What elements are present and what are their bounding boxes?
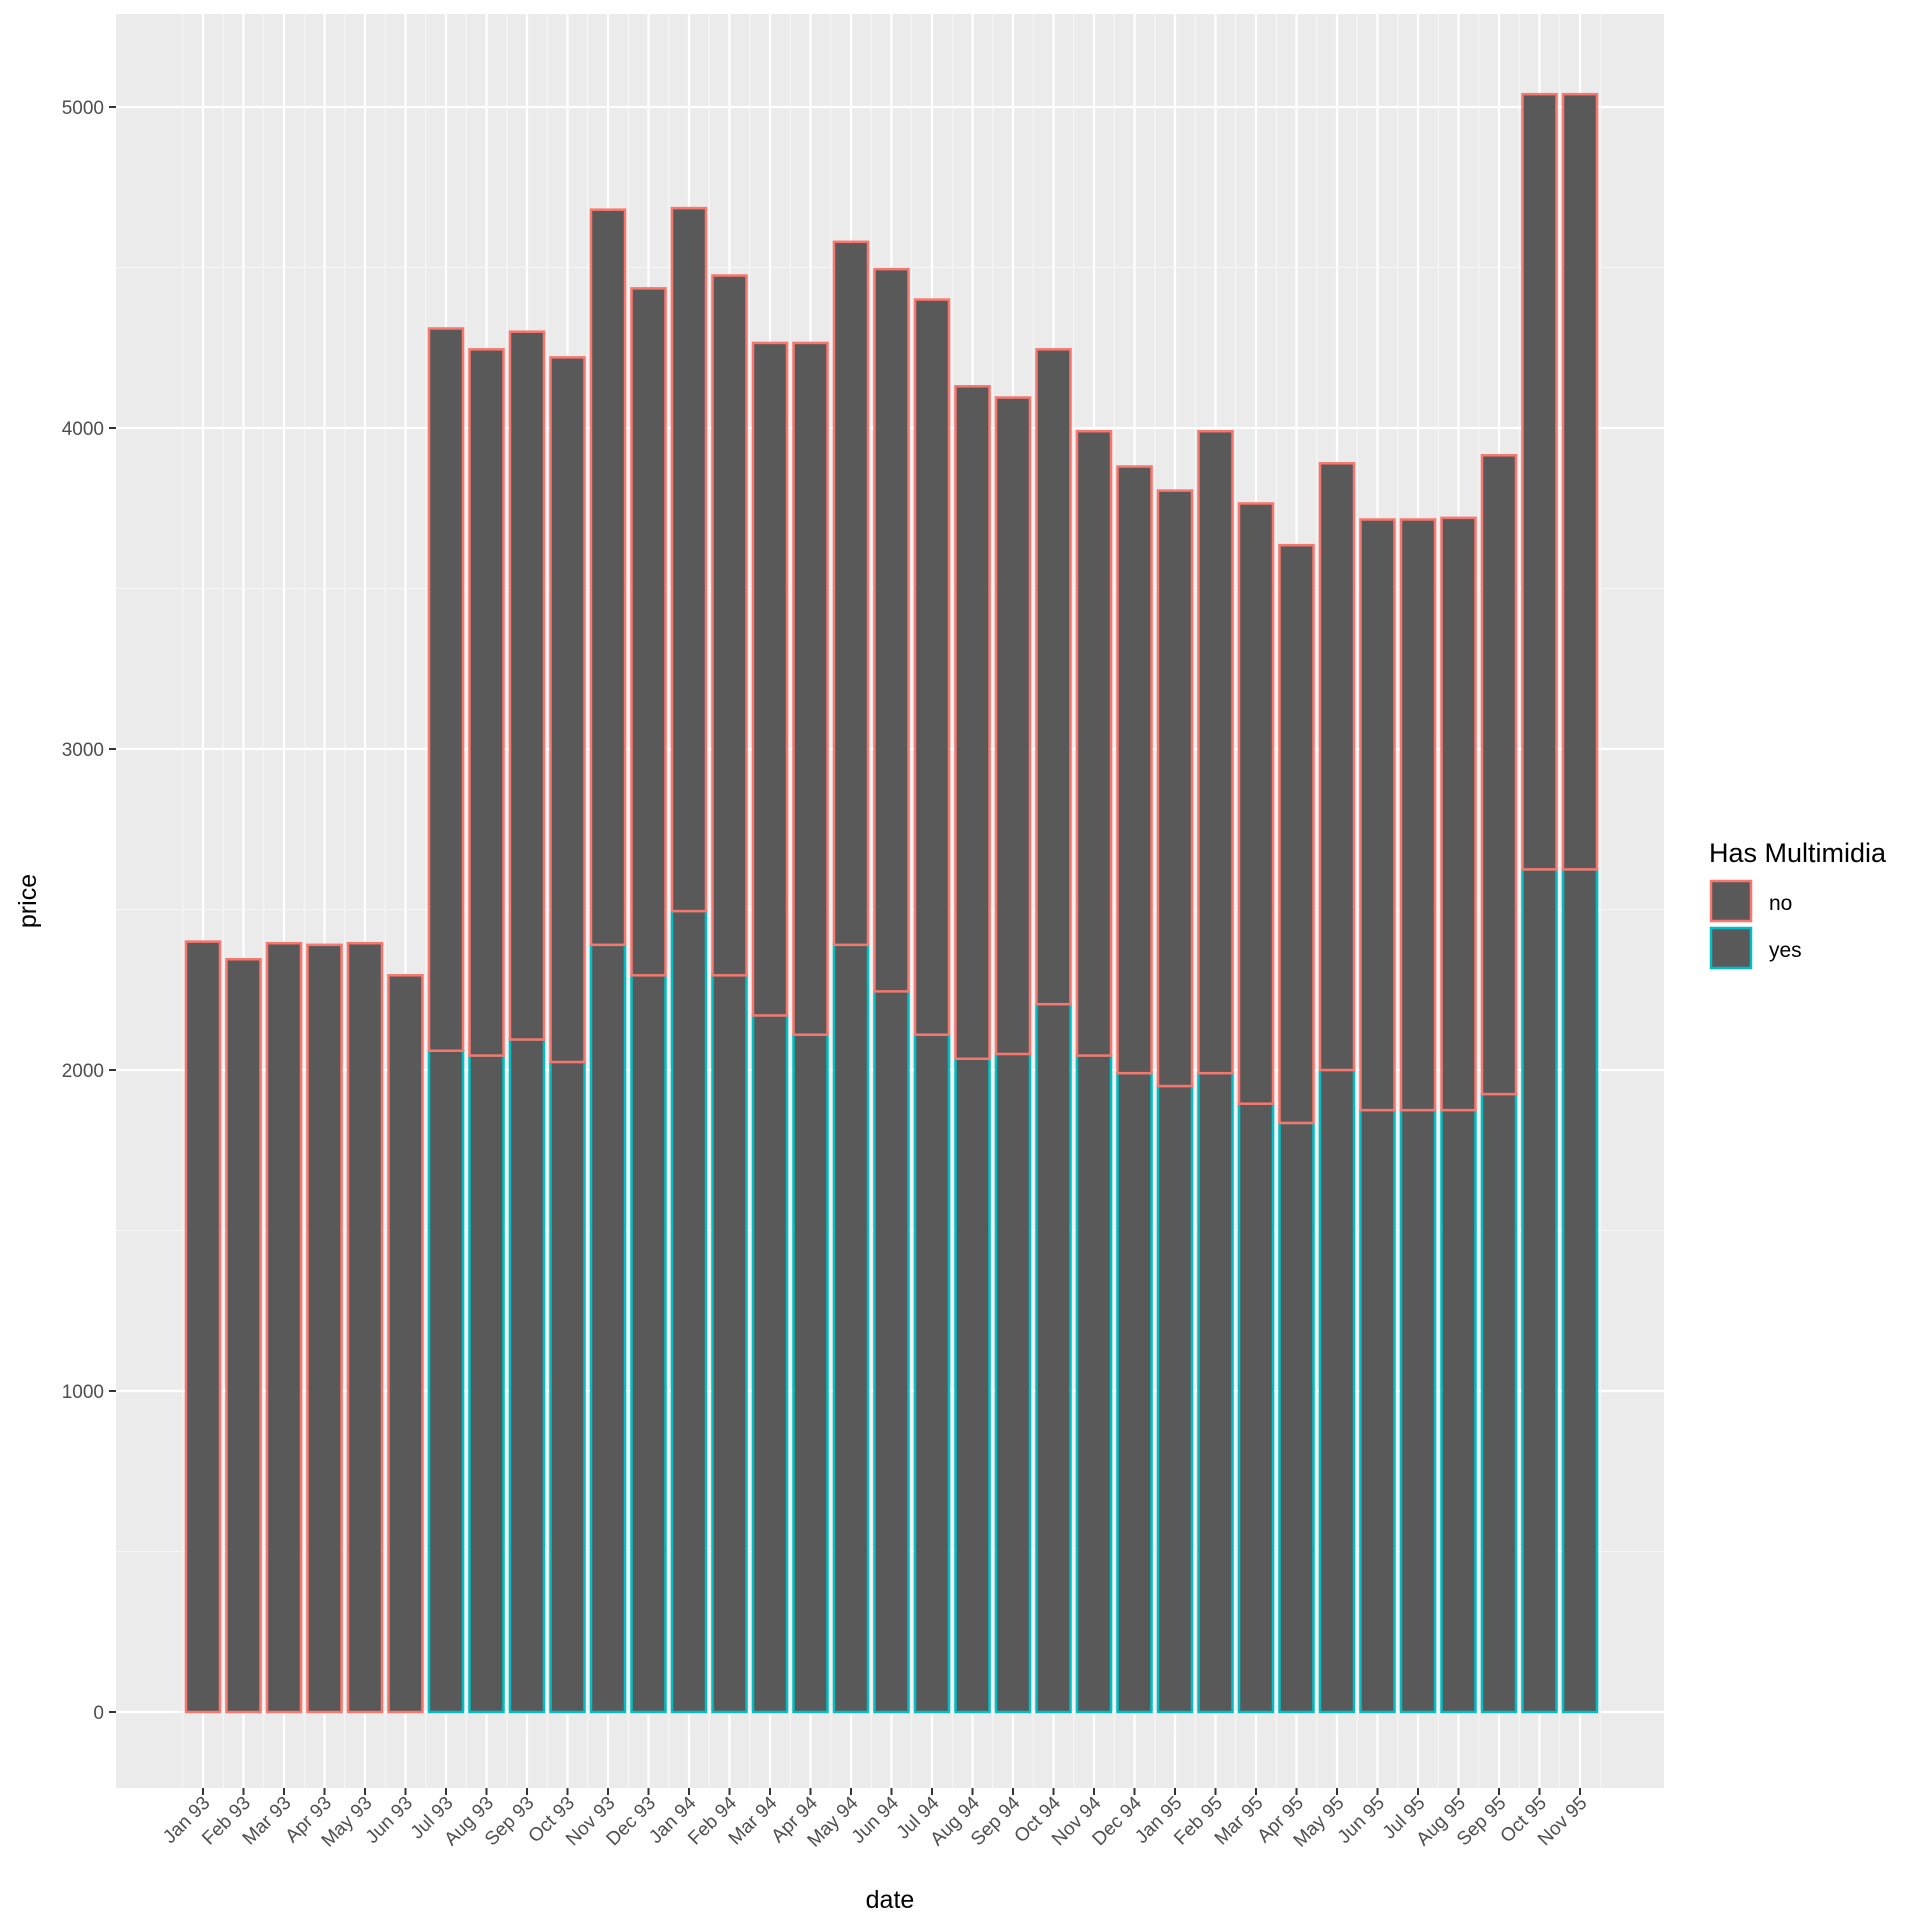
bar-yes — [549, 1060, 586, 1714]
bar-yes — [1359, 1108, 1396, 1714]
legend-label-yes: yes — [1769, 939, 1802, 962]
bar-yes — [1399, 1108, 1437, 1714]
y-tick-label: 0 — [93, 1703, 104, 1724]
bar-yes — [1237, 1102, 1275, 1714]
bar-yes — [468, 1054, 505, 1714]
bar-yes — [1075, 1054, 1113, 1714]
bar-no — [711, 274, 748, 977]
bar-no — [468, 348, 505, 1057]
bar-no — [387, 974, 424, 1714]
bar-no — [1480, 454, 1518, 1096]
bar-no — [184, 940, 222, 1714]
x-tick-label: Jun 95 — [1334, 1793, 1389, 1848]
legend-key-yes — [1709, 926, 1753, 970]
bar-no — [1359, 518, 1396, 1112]
y-axis: 0 1000 2000 3000 4000 5000 — [62, 98, 116, 1724]
bar-no — [954, 385, 991, 1061]
y-tick-label: 1000 — [62, 1382, 104, 1403]
bar-yes — [508, 1038, 546, 1714]
bar-yes — [913, 1033, 951, 1714]
bar-no — [630, 287, 667, 977]
bar-yes — [873, 990, 910, 1714]
bar-no — [1561, 92, 1599, 871]
bar-yes — [1561, 868, 1599, 1714]
legend-title: Has Multimidia — [1709, 838, 1887, 868]
bar-no — [1278, 543, 1315, 1125]
bar-no — [1318, 462, 1356, 1072]
bar-yes — [1318, 1068, 1356, 1714]
bar-no — [832, 240, 870, 947]
x-tick-label: Jun 94 — [848, 1792, 903, 1847]
bar-no — [1197, 429, 1234, 1075]
legend-label-no: no — [1769, 892, 1792, 915]
bar-no — [1156, 489, 1194, 1088]
bar-no — [751, 341, 789, 1017]
bar-yes — [832, 943, 870, 1714]
bar-yes — [1116, 1071, 1153, 1714]
bar-yes — [427, 1049, 465, 1714]
bar-yes — [1035, 1002, 1072, 1714]
bar-yes — [1278, 1121, 1315, 1714]
x-tick-label: Jun 93 — [362, 1793, 417, 1848]
bar-no — [1075, 429, 1113, 1057]
bar-no — [508, 330, 546, 1041]
bar-yes — [1156, 1084, 1194, 1714]
bar-yes — [630, 974, 667, 1714]
bar-no — [1116, 465, 1153, 1075]
bar-no — [225, 958, 262, 1714]
bar-no — [873, 267, 910, 993]
bar-yes — [994, 1052, 1032, 1714]
bar-no — [1035, 348, 1072, 1006]
bar-yes — [1480, 1092, 1518, 1714]
bar-no — [670, 206, 708, 913]
bar-no — [306, 943, 343, 1714]
y-tick-label: 5000 — [62, 98, 104, 119]
legend-key-no — [1709, 879, 1753, 923]
y-tick-label: 4000 — [62, 419, 104, 440]
bar-no — [1440, 516, 1477, 1112]
bar-no — [589, 208, 627, 947]
bar-yes — [589, 943, 627, 1714]
bar-yes — [792, 1033, 829, 1714]
bar-no — [994, 396, 1032, 1056]
y-tick-label: 2000 — [62, 1061, 104, 1082]
bar-no — [346, 941, 384, 1714]
legend: Has Multimidia no yes — [1709, 838, 1887, 970]
y-axis-title: price — [14, 874, 42, 928]
bar-no — [549, 356, 586, 1064]
bars — [184, 92, 1599, 1714]
bar-yes — [1521, 868, 1558, 1714]
bar-yes — [711, 974, 748, 1714]
bar-yes — [670, 909, 708, 1714]
bar-yes — [1197, 1071, 1234, 1714]
bar-no — [792, 341, 829, 1036]
bar-no — [1399, 518, 1437, 1112]
bar-no — [427, 327, 465, 1052]
bar-no — [913, 298, 951, 1036]
bar-yes — [1440, 1108, 1477, 1714]
bar-no — [1521, 92, 1558, 871]
bar-yes — [954, 1057, 991, 1714]
bar-no — [1237, 502, 1275, 1105]
x-axis-title: date — [866, 1886, 915, 1914]
y-tick-label: 3000 — [62, 740, 104, 761]
bar-yes — [751, 1014, 789, 1714]
bar-no — [265, 941, 303, 1714]
